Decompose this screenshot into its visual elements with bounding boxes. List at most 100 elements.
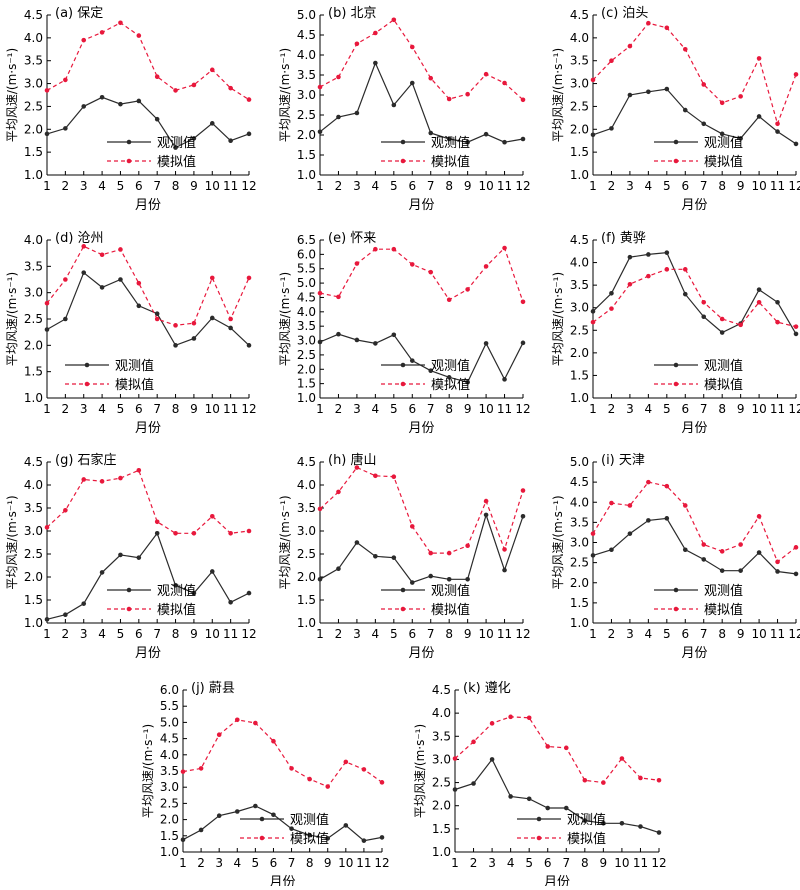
- y-tick-label: 3.0: [160, 780, 179, 794]
- y-tick-label: 4.0: [24, 31, 43, 45]
- simulated-data-point: [373, 246, 378, 252]
- simulated-data-point: [228, 316, 233, 322]
- x-tick-label: 5: [390, 179, 398, 193]
- observed-data-point: [756, 114, 762, 119]
- legend-simulated-label: 模拟值: [431, 377, 470, 393]
- x-tick-label: 4: [645, 402, 653, 416]
- x-tick-label: 7: [562, 856, 570, 870]
- y-tick-label: 1.5: [570, 145, 589, 159]
- simulated-data-point: [253, 720, 258, 726]
- simulated-data-point: [793, 72, 799, 77]
- x-tick-label: 7: [700, 179, 708, 193]
- x-axis-title: 月份: [269, 875, 295, 886]
- panel-title: (k) 遵化: [463, 680, 511, 696]
- x-tick-label: 1: [43, 627, 51, 641]
- x-tick-label: 12: [241, 402, 256, 416]
- x-tick-label: 10: [614, 856, 629, 870]
- x-tick-label: 6: [135, 627, 143, 641]
- observed-data-point: [173, 343, 178, 348]
- x-tick-label: 1: [451, 856, 459, 870]
- x-tick-label: 3: [80, 402, 88, 416]
- simulated-data-point: [526, 715, 532, 721]
- x-tick-label: 10: [205, 179, 220, 193]
- simulated-data-point: [646, 479, 651, 485]
- observed-data-point: [719, 131, 725, 137]
- x-axis-title: 月份: [408, 198, 434, 213]
- simulated-data-point: [209, 513, 215, 519]
- y-tick-label: 2.5: [24, 547, 43, 561]
- y-tick-label: 4.0: [160, 748, 179, 762]
- legend-observed-label: 观测值: [567, 812, 606, 828]
- legend-simulated-label: 模拟值: [567, 831, 606, 847]
- legend-simulated-label: 模拟值: [157, 154, 196, 170]
- simulated-data-point: [99, 479, 105, 484]
- legend-simulated-label: 模拟值: [431, 602, 470, 618]
- observed-series-line: [46, 96, 250, 149]
- x-tick-label: 10: [751, 627, 766, 641]
- observed-data-point: [391, 555, 397, 560]
- x-tick-label: 1: [316, 179, 324, 193]
- x-tick-label: 2: [62, 402, 70, 416]
- panel-title: (g) 石家庄: [55, 452, 117, 468]
- observed-data-point: [354, 110, 360, 116]
- observed-data-point: [118, 552, 123, 558]
- legend-marker: [536, 835, 542, 841]
- observed-data-point: [336, 566, 341, 572]
- simulated-data-point: [198, 766, 204, 771]
- legend-observed-label: 观测值: [704, 358, 743, 374]
- y-tick-label: 4.0: [297, 305, 316, 319]
- legend-marker: [126, 587, 132, 593]
- x-tick-label: 9: [464, 179, 472, 193]
- y-tick-label: 4.5: [432, 683, 451, 697]
- simulated-data-point: [489, 721, 495, 726]
- x-tick-label: 1: [316, 627, 324, 641]
- observed-data-point: [336, 331, 341, 337]
- y-tick-label: 1.0: [24, 616, 43, 630]
- observed-data-point: [234, 809, 240, 814]
- observed-data-point: [719, 330, 725, 335]
- observed-data-point: [465, 139, 470, 145]
- y-tick-label: 4.0: [24, 233, 43, 247]
- observed-data-point: [228, 138, 233, 144]
- x-tick-label: 4: [98, 179, 106, 193]
- simulated-data-point: [465, 287, 470, 292]
- x-tick-label: 3: [353, 627, 361, 641]
- y-tick-label: 4.0: [570, 256, 589, 270]
- x-tick-label: 4: [372, 179, 380, 193]
- y-axis-title: 平均风速/(m·s⁻¹): [141, 724, 155, 818]
- chart-panel: 1.01.52.02.53.03.54.04.51 2 3 4 5 6 7 8 9 10 11 12月…: [413, 680, 667, 890]
- x-tick-label: 6: [135, 402, 143, 416]
- y-tick-label: 2.5: [570, 556, 589, 570]
- simulated-data-point: [81, 477, 87, 482]
- observed-data-point: [502, 139, 507, 145]
- simulated-data-point: [391, 246, 397, 252]
- observed-data-point: [118, 101, 123, 107]
- legend-marker: [400, 606, 406, 612]
- y-tick-label: 5.5: [160, 699, 179, 713]
- simulated-data-point: [756, 56, 762, 61]
- y-tick-label: 4.0: [570, 495, 589, 509]
- simulated-data-point: [336, 489, 341, 495]
- x-tick-label: 10: [205, 627, 220, 641]
- y-tick-label: 4.0: [432, 706, 451, 720]
- observed-data-point: [317, 577, 323, 582]
- simulated-data-point: [656, 777, 662, 783]
- y-tick-label: 1.5: [297, 377, 316, 391]
- y-axis-title: 平均风速/(m·s⁻¹): [278, 48, 292, 142]
- simulated-data-point: [173, 531, 178, 536]
- x-tick-label: 11: [497, 627, 512, 641]
- y-tick-label: 3.0: [297, 524, 316, 538]
- panel-title: (a) 保定: [55, 6, 103, 21]
- simulated-data-point: [154, 316, 160, 322]
- observed-data-point: [609, 126, 614, 131]
- simulated-data-point: [719, 549, 725, 554]
- x-tick-label: 4: [507, 856, 515, 870]
- simulated-data-point: [627, 503, 633, 508]
- simulated-data-point: [609, 58, 614, 64]
- y-tick-label: 1.5: [24, 593, 43, 607]
- observed-data-point: [520, 513, 526, 519]
- x-tick-label: 9: [737, 179, 745, 193]
- observed-data-point: [756, 550, 762, 555]
- x-tick-label: 3: [353, 179, 361, 193]
